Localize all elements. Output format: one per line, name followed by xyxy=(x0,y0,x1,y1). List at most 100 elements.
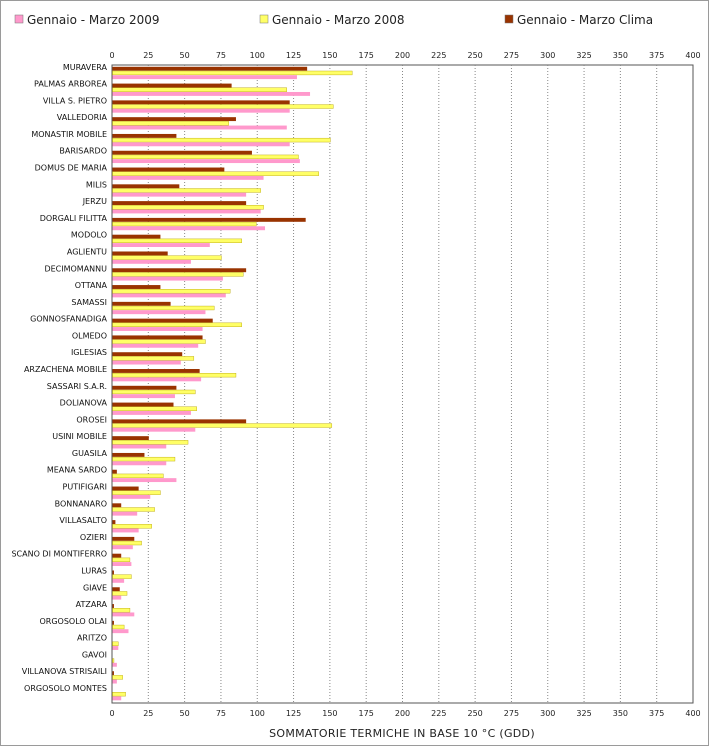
bar xyxy=(112,318,213,323)
bar xyxy=(112,562,132,566)
category-label: VILLASALTO xyxy=(59,516,107,525)
bar xyxy=(112,87,288,92)
category-label: ORGOSOLO MONTES xyxy=(24,684,107,693)
bar xyxy=(112,226,266,231)
category-label: MILIS xyxy=(86,180,107,189)
x-tick-label-top: 25 xyxy=(143,51,153,60)
bar xyxy=(112,192,247,197)
category-label: SASSARI S.A.R. xyxy=(47,382,107,391)
bar xyxy=(112,620,114,625)
bar xyxy=(112,675,123,680)
bar xyxy=(112,494,151,499)
bar xyxy=(112,121,229,126)
x-tick-label-top: 0 xyxy=(109,51,114,60)
bar xyxy=(112,339,206,344)
bar xyxy=(112,373,237,378)
x-tick-label-top: 150 xyxy=(322,51,337,60)
x-tick-label-top: 100 xyxy=(250,51,265,60)
bar xyxy=(112,452,145,457)
x-tick-label-top: 275 xyxy=(504,51,519,60)
bar xyxy=(112,293,226,298)
legend: Gennaio - Marzo 2009 Gennaio - Marzo 2008… xyxy=(14,13,653,27)
x-tick-label-top: 225 xyxy=(431,51,446,60)
bar xyxy=(112,142,290,147)
legend-item: Gennaio - Marzo Clima xyxy=(504,13,653,27)
bar xyxy=(112,578,125,583)
category-label: OTTANA xyxy=(75,281,108,290)
category-label: SAMASSI xyxy=(71,298,107,307)
bar xyxy=(112,335,203,340)
bar xyxy=(112,612,135,617)
bar xyxy=(112,343,199,348)
bar xyxy=(112,520,116,525)
bar xyxy=(112,259,191,264)
bar xyxy=(112,104,334,109)
bar xyxy=(112,410,191,415)
bar xyxy=(112,524,152,529)
bar xyxy=(112,243,210,247)
bar xyxy=(112,285,161,289)
bar xyxy=(112,100,290,105)
bar xyxy=(112,436,149,441)
category-label: LURAS xyxy=(81,566,107,575)
bar xyxy=(112,217,306,222)
bars xyxy=(112,66,353,701)
x-tick-label-bottom: 75 xyxy=(216,709,226,718)
category-label: PALMAS ARBOREA xyxy=(34,80,108,89)
category-label: OLMEDO xyxy=(72,331,107,340)
bar xyxy=(112,587,120,592)
bar xyxy=(112,171,319,176)
bar xyxy=(112,234,161,239)
bar xyxy=(112,356,195,361)
legend-item: Gennaio - Marzo 2008 xyxy=(259,13,405,27)
bar xyxy=(112,305,215,311)
bar xyxy=(112,624,125,630)
category-label: OROSEI xyxy=(76,415,107,424)
category-label: DOLIANOVA xyxy=(60,399,108,408)
bar xyxy=(112,322,242,327)
x-tick-label-bottom: 50 xyxy=(180,709,190,718)
bar xyxy=(112,478,177,483)
bar xyxy=(112,595,122,600)
legend-swatch xyxy=(504,14,514,24)
bar xyxy=(112,205,264,210)
bar xyxy=(112,221,257,227)
bar xyxy=(112,658,115,663)
bar xyxy=(112,352,183,357)
category-label: MODOLO xyxy=(71,231,107,240)
category-label: MEANA SARDO xyxy=(47,466,107,475)
bar xyxy=(112,557,131,562)
bar xyxy=(112,696,122,701)
category-label: ATZARA xyxy=(76,600,108,609)
legend-label: Gennaio - Marzo Clima xyxy=(517,13,653,27)
bar xyxy=(112,423,333,428)
bar xyxy=(112,511,138,516)
bar xyxy=(112,70,353,76)
x-tick-label-bottom: 25 xyxy=(143,709,153,718)
bar xyxy=(112,461,167,466)
x-tick-label-bottom: 100 xyxy=(250,709,265,718)
bar xyxy=(112,175,264,180)
bar xyxy=(112,662,117,667)
category-labels: MURAVERA PALMAS ARBOREA VILLA S. PIETRO VAL… xyxy=(11,63,107,693)
legend-label: Gennaio - Marzo 2009 xyxy=(27,13,160,27)
x-tick-label-bottom: 175 xyxy=(359,709,374,718)
x-tick-label-bottom: 125 xyxy=(286,709,301,718)
bar xyxy=(112,419,247,424)
category-label: DOMUS DE MARIA xyxy=(35,164,108,173)
bar xyxy=(112,108,290,113)
x-axis-label: SOMMATORIE TERMICHE IN BASE 10 °C (GDD) xyxy=(269,727,535,740)
category-label: DORGALI FILITTA xyxy=(40,214,108,223)
bar xyxy=(112,66,308,71)
bar xyxy=(112,394,175,399)
bar xyxy=(112,473,164,479)
bar xyxy=(112,385,177,390)
x-tick-label-top: 250 xyxy=(467,51,482,60)
category-label: ARITZO xyxy=(77,634,107,643)
bar xyxy=(112,444,167,449)
category-label: BONNANARO xyxy=(55,499,107,508)
x-tick-label-bottom: 150 xyxy=(322,709,337,718)
bar xyxy=(112,641,119,646)
category-label: OZIERI xyxy=(80,533,107,542)
